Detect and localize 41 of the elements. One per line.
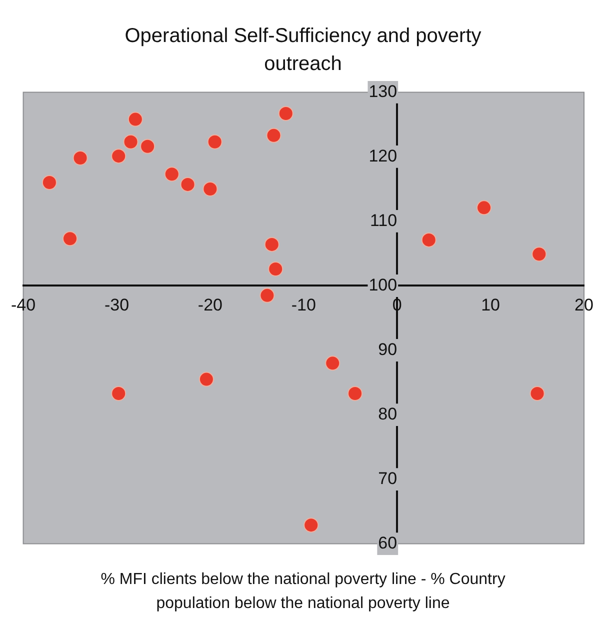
point <box>164 166 180 182</box>
x-tick-label: -10 <box>291 296 316 315</box>
point <box>266 128 282 143</box>
point <box>62 231 78 246</box>
y-tick-label: 90 <box>378 340 398 359</box>
point <box>348 386 363 401</box>
point <box>421 232 436 248</box>
point <box>111 148 126 164</box>
point <box>530 386 545 401</box>
point <box>202 181 218 196</box>
x-axis-title: % MFI clients below the national poverty line - % Country population below the national poverty line <box>100 570 506 614</box>
x-tick-label: -40 <box>10 296 36 315</box>
point <box>207 134 222 150</box>
y-tick-label: 100 <box>368 275 398 294</box>
point <box>123 134 138 150</box>
x-tick-label: -20 <box>198 296 222 315</box>
y-tick-label: 110 <box>370 210 398 230</box>
point <box>198 372 214 387</box>
point <box>42 175 57 190</box>
y-tick-label: 120 <box>368 146 398 166</box>
point <box>268 261 284 276</box>
point <box>140 138 156 154</box>
point <box>278 106 294 121</box>
y-tick-label: 60 <box>378 533 398 552</box>
point <box>476 200 492 216</box>
x-tick-label: 20 <box>574 296 594 315</box>
point <box>128 112 143 127</box>
y-tick-label: 70 <box>378 468 398 488</box>
y-tick-label: 130 <box>368 82 398 101</box>
chart-title: Operational Self-Sufficiency and poverty outreach <box>124 24 482 77</box>
x-tick-label: -30 <box>104 296 130 315</box>
point <box>260 288 275 303</box>
point <box>180 176 196 192</box>
point <box>532 246 547 262</box>
x-tick-label: 10 <box>481 296 500 315</box>
point <box>264 236 280 252</box>
y-tick-label: 80 <box>378 404 398 424</box>
point <box>304 518 319 533</box>
point <box>111 386 126 401</box>
point <box>72 150 88 166</box>
point <box>325 356 340 371</box>
